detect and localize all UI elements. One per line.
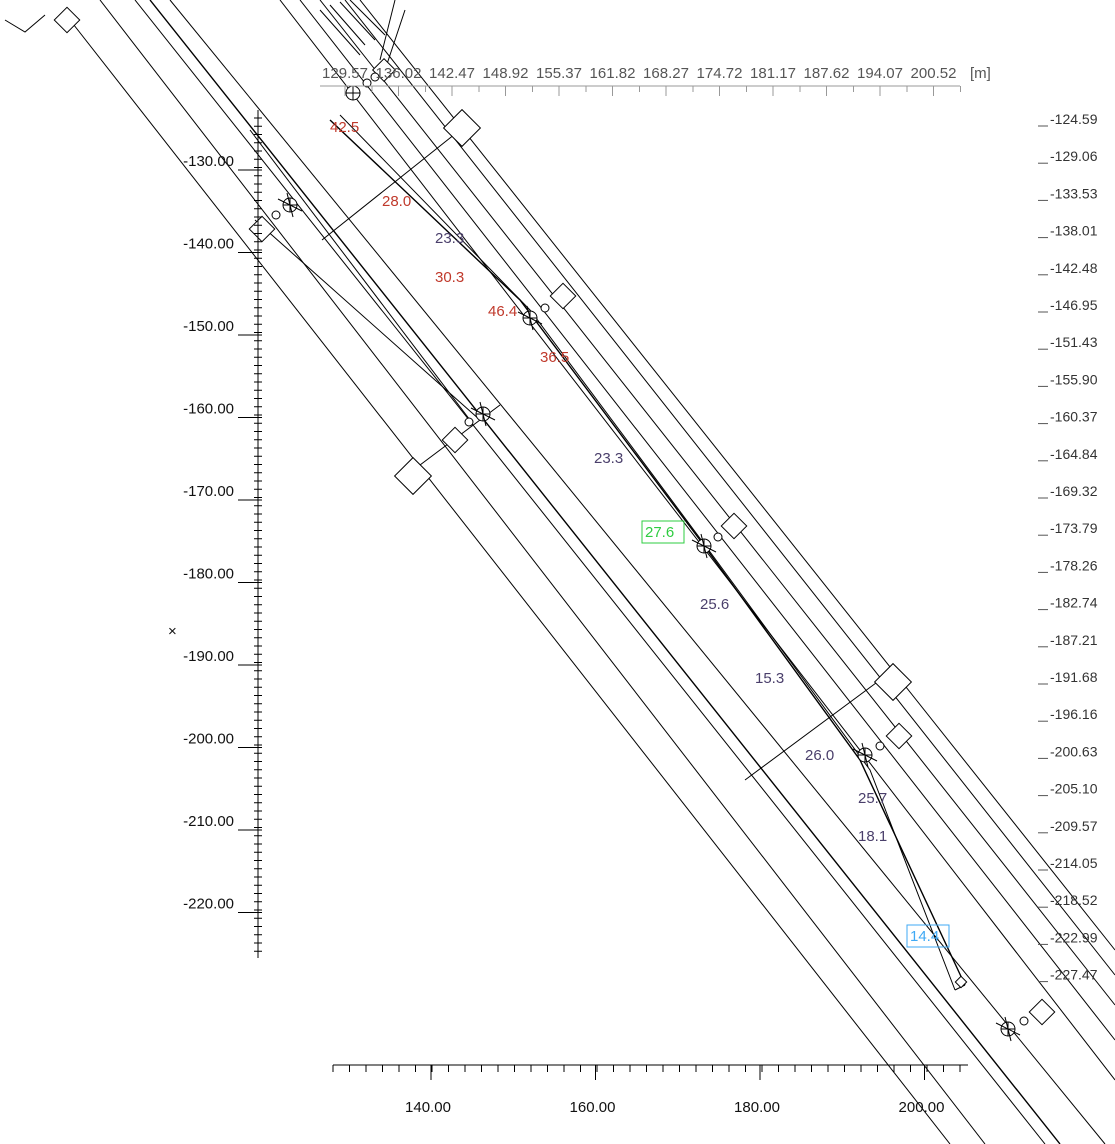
- measurement-label: 23.3: [594, 450, 623, 467]
- right-scale-label: -222.99: [1050, 929, 1098, 945]
- right-scale-label: -218.52: [1050, 892, 1098, 908]
- top-scale-label: 136.02: [376, 65, 422, 82]
- road-lines: [4, 0, 1115, 1144]
- left-axis-label: -190.00: [183, 648, 234, 665]
- right-scale-label: -146.95: [1050, 297, 1098, 313]
- right-scale-label: -142.48: [1050, 260, 1098, 276]
- top-scale-label: 200.52: [911, 65, 957, 82]
- top-scale-label: 129.57: [322, 65, 368, 82]
- measurement-label: 46.4: [488, 303, 517, 320]
- right-scale-label: -155.90: [1050, 371, 1098, 387]
- measurement-labels: 42.5 28.0 23.3 30.3 46.4 36.5 23.3 27.6 25.6 15.3…: [330, 119, 950, 948]
- right-scale-label: -205.10: [1050, 781, 1098, 797]
- top-scale-label: 161.82: [590, 65, 636, 82]
- measurement-label: 42.5: [330, 119, 359, 136]
- left-axis-label: -140.00: [183, 236, 234, 253]
- lamp-symbols: [271, 72, 1029, 1042]
- left-axis-label: -150.00: [183, 318, 234, 335]
- right-scale-label: -187.21: [1050, 632, 1098, 648]
- right-scale-label: -182.74: [1050, 595, 1098, 611]
- measurement-label: 25.6: [700, 596, 729, 613]
- top-scale-unit: [m]: [970, 65, 991, 82]
- measurement-box: [641, 520, 685, 544]
- right-scale: -124.59 -129.06 -133.53 -138.01 -142.48 -146.…: [1038, 111, 1098, 983]
- top-scale-label: 181.17: [750, 65, 796, 82]
- sign-squares: [53, 6, 1056, 1026]
- right-scale-label: -160.37: [1050, 409, 1098, 425]
- measurement-box: [906, 924, 950, 948]
- top-scale-label: 142.47: [429, 65, 475, 82]
- measurement-label: 14.4: [910, 928, 939, 945]
- top-scale-label: 155.37: [536, 65, 582, 82]
- bottom-axis-label: 160.00: [570, 1099, 616, 1116]
- measurement-label: 26.0: [805, 747, 834, 764]
- right-scale-label: -124.59: [1050, 111, 1098, 127]
- right-scale-label: -169.32: [1050, 483, 1098, 499]
- bottom-axis: 140.00 160.00 180.00 200.00: [332, 1064, 968, 1116]
- left-axis-label: -220.00: [183, 896, 234, 913]
- top-scale-label: 194.07: [857, 65, 903, 82]
- cross-marker: ×: [168, 623, 177, 640]
- bottom-axis-label: 180.00: [734, 1099, 780, 1116]
- measurement-label: 15.3: [755, 670, 784, 687]
- measurement-label: 25.7: [858, 790, 887, 807]
- right-scale-label: -209.57: [1050, 818, 1098, 834]
- top-scale-label: 168.27: [643, 65, 689, 82]
- left-axis: -130.00 -140.00 -150.00 -160.00 -170.00 -180.…: [183, 110, 262, 958]
- left-axis-label: -130.00: [183, 153, 234, 170]
- right-scale-label: -214.05: [1050, 855, 1098, 871]
- top-scale-label: 187.62: [804, 65, 850, 82]
- bottom-axis-label: 140.00: [405, 1099, 451, 1116]
- measurement-label: 36.5: [540, 349, 569, 366]
- left-axis-label: -170.00: [183, 483, 234, 500]
- measurement-label: 30.3: [435, 269, 464, 286]
- top-scale-label: 174.72: [697, 65, 743, 82]
- right-scale-label: -178.26: [1050, 557, 1098, 573]
- right-scale-label: -191.68: [1050, 669, 1098, 685]
- measurement-label: 18.1: [858, 828, 887, 845]
- right-scale-label: -164.84: [1050, 446, 1098, 462]
- measurement-label: 27.6: [645, 524, 674, 541]
- right-scale-label: -196.16: [1050, 706, 1098, 722]
- measurement-label: 28.0: [382, 193, 411, 210]
- left-axis-label: -180.00: [183, 566, 234, 583]
- right-scale-label: -138.01: [1050, 223, 1098, 239]
- right-scale-label: -151.43: [1050, 334, 1098, 350]
- right-scale-label: -227.47: [1050, 967, 1098, 983]
- measurement-label: 23.3: [435, 230, 464, 247]
- right-scale-label: -129.06: [1050, 148, 1098, 164]
- right-scale-label: -133.53: [1050, 185, 1098, 201]
- left-axis-label: -210.00: [183, 813, 234, 830]
- left-axis-label: -160.00: [183, 401, 234, 418]
- left-axis-label: -200.00: [183, 731, 234, 748]
- right-scale-label: -173.79: [1050, 520, 1098, 536]
- bottom-axis-label: 200.00: [899, 1099, 945, 1116]
- right-scale-label: -200.63: [1050, 743, 1098, 759]
- top-scale-label: 148.92: [483, 65, 529, 82]
- top-scale: 129.57 136.02 142.47 148.92 155.37 161.82 168.…: [320, 65, 991, 96]
